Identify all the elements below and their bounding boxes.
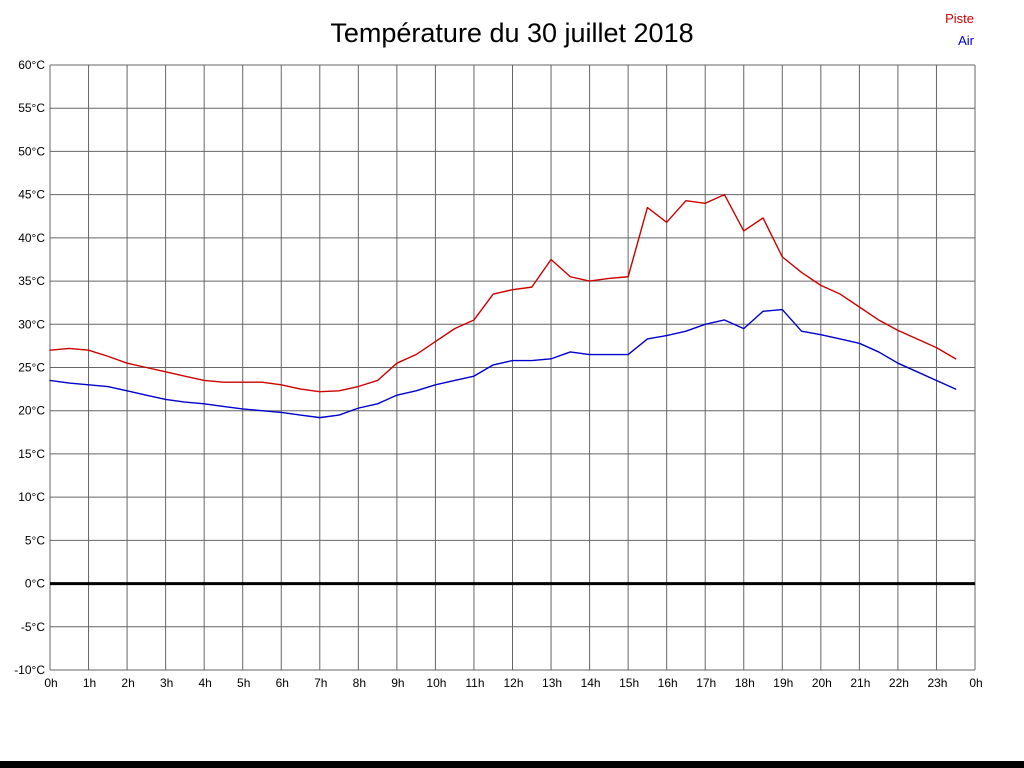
svg-text:50°C: 50°C	[18, 144, 45, 158]
svg-text:10h: 10h	[426, 676, 446, 690]
svg-text:11h: 11h	[465, 676, 484, 690]
svg-text:0h: 0h	[969, 676, 982, 690]
svg-text:10°C: 10°C	[18, 490, 45, 504]
svg-text:7h: 7h	[314, 676, 327, 690]
chart-title: Température du 30 juillet 2018	[330, 18, 694, 48]
svg-text:30°C: 30°C	[18, 317, 45, 331]
svg-text:6h: 6h	[276, 676, 289, 690]
svg-text:19h: 19h	[773, 676, 793, 690]
chart-legend: Piste Air	[945, 12, 974, 47]
svg-text:9h: 9h	[391, 676, 404, 690]
svg-text:22h: 22h	[889, 676, 909, 690]
svg-text:14h: 14h	[581, 676, 601, 690]
svg-text:1h: 1h	[83, 676, 96, 690]
svg-text:20h: 20h	[812, 676, 832, 690]
svg-text:45°C: 45°C	[18, 188, 45, 202]
svg-text:15°C: 15°C	[18, 447, 45, 461]
svg-text:20°C: 20°C	[18, 404, 45, 418]
svg-text:0°C: 0°C	[25, 577, 45, 591]
bottom-border-bar	[0, 761, 1024, 768]
svg-text:13h: 13h	[542, 676, 562, 690]
svg-text:17h: 17h	[696, 676, 716, 690]
legend-item-piste: Piste	[945, 11, 974, 26]
svg-text:60°C: 60°C	[18, 58, 45, 72]
svg-text:5°C: 5°C	[25, 533, 45, 547]
svg-text:40°C: 40°C	[18, 231, 45, 245]
svg-text:23h: 23h	[927, 676, 947, 690]
svg-text:35°C: 35°C	[18, 274, 45, 288]
svg-text:4h: 4h	[198, 676, 211, 690]
svg-text:-10°C: -10°C	[14, 663, 45, 677]
svg-text:5h: 5h	[237, 676, 250, 690]
svg-text:16h: 16h	[658, 676, 678, 690]
svg-text:2h: 2h	[121, 676, 134, 690]
svg-text:12h: 12h	[503, 676, 523, 690]
svg-text:0h: 0h	[44, 676, 57, 690]
svg-text:21h: 21h	[850, 676, 870, 690]
svg-text:25°C: 25°C	[18, 361, 45, 375]
svg-text:3h: 3h	[160, 676, 173, 690]
svg-text:55°C: 55°C	[18, 101, 45, 115]
legend-item-air: Air	[958, 33, 974, 48]
svg-text:15h: 15h	[619, 676, 639, 690]
svg-text:18h: 18h	[735, 676, 755, 690]
svg-text:8h: 8h	[353, 676, 366, 690]
svg-text:-5°C: -5°C	[21, 620, 45, 634]
